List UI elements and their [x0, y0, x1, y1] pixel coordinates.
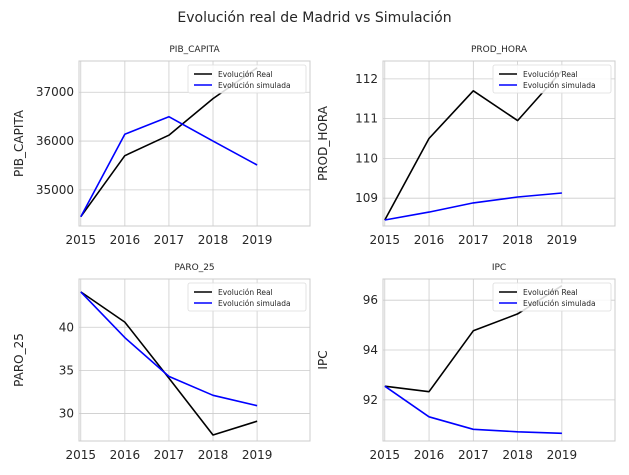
x-tick-label: 2019	[547, 233, 578, 247]
x-tick-label: 2017	[458, 448, 489, 462]
subplot-title: PIB_CAPITA	[169, 45, 220, 55]
legend-entry: Evolución simulada	[523, 299, 596, 308]
y-tick-label: 109	[355, 191, 378, 205]
x-tick-label: 2016	[414, 233, 445, 247]
legend: Evolución Real Evolución simulada	[187, 282, 307, 312]
plot-area	[382, 60, 616, 227]
legend-entry: Evolución Real	[218, 288, 273, 297]
subplot-grid: PIB_CAPITA 2015 2016 2017 2018 2019 35000 36000…	[12, 45, 616, 462]
y-tick-label: 110	[355, 151, 378, 165]
y-axis-label: IPC	[316, 350, 330, 369]
x-tick-label: 2016	[110, 448, 141, 462]
y-axis-label: PARO_25	[12, 333, 26, 387]
y-tick-label: 111	[355, 112, 378, 126]
legend-entry: Evolución Real	[218, 70, 273, 79]
y-tick-label: 30	[59, 406, 74, 420]
x-tick-label: 2016	[414, 448, 445, 462]
legend-entry: Evolución simulada	[218, 299, 291, 308]
x-tick-label: 2015	[369, 233, 400, 247]
legend-entry: Evolución simulada	[218, 81, 291, 90]
legend-entry: Evolución Real	[523, 288, 578, 297]
x-tick-label: 2017	[154, 233, 185, 247]
subplot-title: IPC	[492, 263, 506, 273]
x-tick-label: 2019	[547, 448, 578, 462]
y-axis-label: PIB_CAPITA	[12, 109, 26, 177]
plot-area	[78, 60, 311, 227]
legend-box	[492, 282, 612, 312]
x-tick-label: 2019	[242, 448, 273, 462]
x-tick-label: 2017	[154, 448, 185, 462]
x-tick-label: 2019	[242, 233, 273, 247]
y-tick-label: 35000	[36, 183, 74, 197]
y-tick-label: 37000	[36, 85, 74, 99]
legend-entry: Evolución simulada	[523, 81, 596, 90]
y-tick-label: 112	[355, 72, 378, 86]
y-tick-label: 40	[59, 320, 74, 334]
subplot-pib-capita: PIB_CAPITA 2015 2016 2017 2018 2019 35000 36000…	[12, 45, 311, 247]
x-tick-label: 2015	[65, 448, 96, 462]
legend: Evolución Real Evolución simulada	[492, 64, 612, 94]
subplot-prod-hora: PROD_HORA 2015 2016 2017 2018 2019 109 110 111 11…	[316, 45, 616, 247]
x-tick-label: 2017	[458, 233, 489, 247]
legend-box	[492, 64, 612, 94]
x-tick-label: 2015	[65, 233, 96, 247]
subplot-paro-25: PARO_25 2015 2016 2017 2018 2019 30 35 40 PARO_25…	[12, 263, 311, 462]
subplot-title: PARO_25	[174, 263, 214, 273]
x-tick-label: 2018	[198, 233, 229, 247]
y-axis-label: PROD_HORA	[316, 105, 330, 181]
y-tick-label: 36000	[36, 134, 74, 148]
subplot-title: PROD_HORA	[471, 45, 528, 55]
plot-area	[382, 278, 616, 442]
plot-area	[78, 278, 311, 442]
x-tick-label: 2018	[502, 448, 533, 462]
y-tick-label: 94	[363, 343, 378, 357]
legend-entry: Evolución Real	[523, 70, 578, 79]
legend: Evolución Real Evolución simulada	[492, 282, 612, 312]
x-tick-label: 2015	[369, 448, 400, 462]
x-tick-label: 2018	[198, 448, 229, 462]
x-tick-label: 2018	[502, 233, 533, 247]
legend: Evolución Real Evolución simulada	[187, 64, 307, 94]
y-tick-label: 92	[363, 393, 378, 407]
y-tick-label: 35	[59, 363, 74, 377]
figure-title: Evolución real de Madrid vs Simulación	[177, 10, 451, 26]
y-tick-label: 96	[363, 293, 378, 307]
legend-box	[187, 64, 307, 94]
subplot-ipc: IPC 2015 2016 2017 2018 2019 92 94 96 IPC Evolució…	[316, 263, 616, 462]
legend-box	[187, 282, 307, 312]
x-tick-label: 2016	[110, 233, 141, 247]
